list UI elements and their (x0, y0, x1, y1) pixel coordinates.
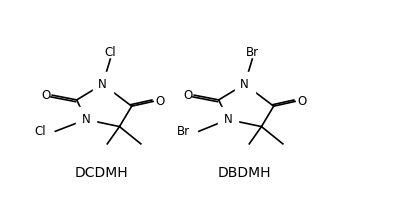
Text: Br: Br (246, 46, 259, 59)
Text: O: O (297, 95, 307, 108)
Text: O: O (183, 89, 192, 102)
Text: Cl: Cl (34, 125, 46, 138)
Text: Br: Br (177, 125, 190, 138)
Text: N: N (82, 113, 90, 126)
Text: N: N (223, 113, 232, 126)
Text: N: N (240, 78, 249, 91)
Text: O: O (155, 95, 164, 108)
Text: N: N (98, 78, 107, 91)
Text: Cl: Cl (104, 46, 116, 59)
Text: DBDMH: DBDMH (218, 166, 271, 180)
Text: O: O (41, 89, 50, 102)
Text: DCDMH: DCDMH (74, 166, 128, 180)
